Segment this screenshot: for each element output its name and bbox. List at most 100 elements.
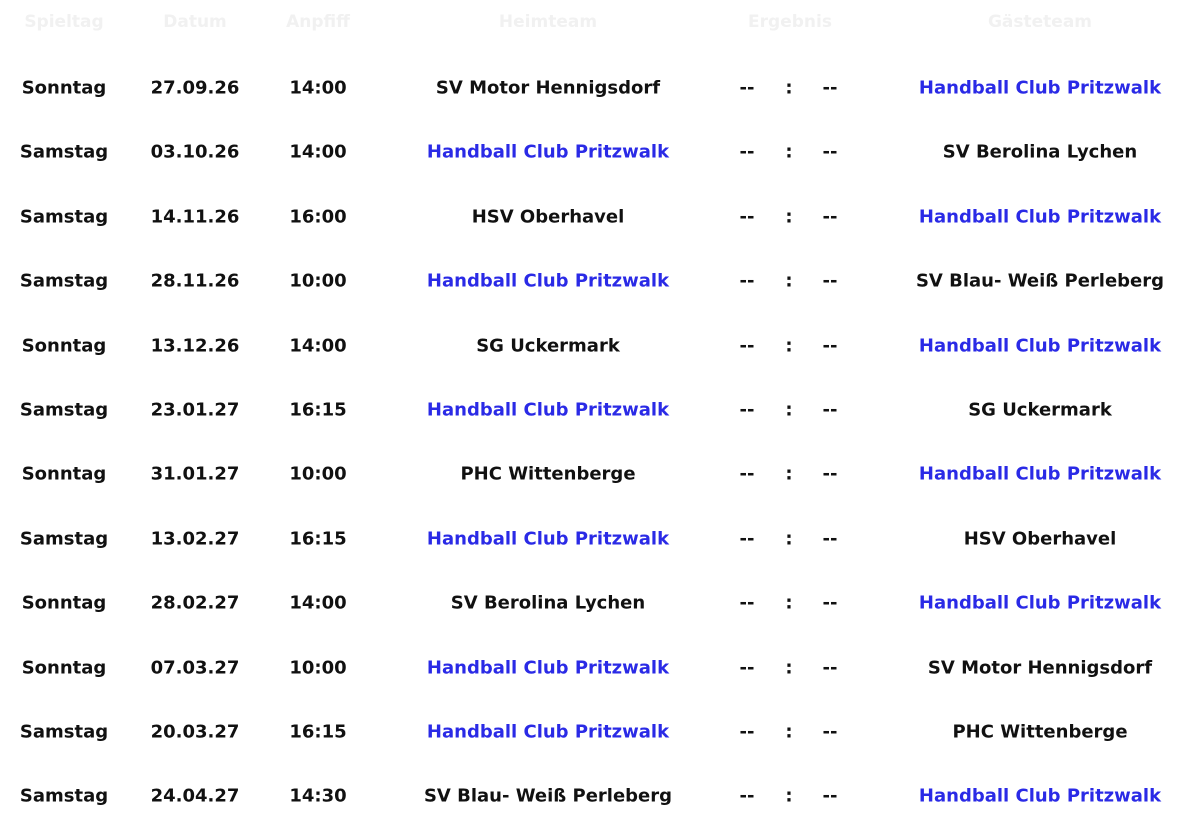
away-team: PHC Wittenberge <box>952 721 1128 743</box>
home-team: PHC Wittenberge <box>460 463 636 485</box>
score-separator: : <box>785 592 793 614</box>
away-score: -- <box>822 785 838 807</box>
home-score: -- <box>739 335 755 357</box>
away-team: Handball Club Pritzwalk <box>918 463 1162 485</box>
home-score: -- <box>739 592 755 614</box>
kickoff: 16:15 <box>289 721 347 743</box>
day: Sonntag <box>21 77 107 99</box>
header-date: Datum <box>163 12 227 32</box>
day: Samstag <box>19 528 109 550</box>
away-team: Handball Club Pritzwalk <box>918 77 1162 99</box>
home-score: -- <box>739 528 755 550</box>
score-separator: : <box>785 141 793 163</box>
day: Samstag <box>19 399 109 421</box>
score-separator: : <box>785 721 793 743</box>
day: Samstag <box>19 270 109 292</box>
home-score: -- <box>739 270 755 292</box>
kickoff: 10:00 <box>289 270 347 292</box>
away-score: -- <box>822 721 838 743</box>
header-home: Heimteam <box>498 12 598 32</box>
away-team: Handball Club Pritzwalk <box>918 785 1162 807</box>
home-score: -- <box>739 785 755 807</box>
score-separator: : <box>785 785 793 807</box>
header-result: Ergebnis <box>748 12 832 32</box>
day: Sonntag <box>21 335 107 357</box>
home-team: SV Berolina Lychen <box>450 592 646 614</box>
home-team: HSV Oberhavel <box>471 206 625 228</box>
day: Samstag <box>19 721 109 743</box>
kickoff: 14:30 <box>289 785 347 807</box>
date: 28.02.27 <box>150 592 240 614</box>
away-score: -- <box>822 657 838 679</box>
away-score: -- <box>822 399 838 421</box>
date: 20.03.27 <box>150 721 240 743</box>
day: Samstag <box>19 206 109 228</box>
away-score: -- <box>822 463 838 485</box>
score-separator: : <box>785 463 793 485</box>
home-score: -- <box>739 463 755 485</box>
away-team: SV Blau- Weiß Perleberg <box>915 270 1165 292</box>
home-team: Handball Club Pritzwalk <box>426 528 670 550</box>
home-team: Handball Club Pritzwalk <box>426 141 670 163</box>
kickoff: 16:15 <box>289 528 347 550</box>
day: Sonntag <box>21 592 107 614</box>
kickoff: 16:00 <box>289 206 347 228</box>
home-team: Handball Club Pritzwalk <box>426 399 670 421</box>
home-score: -- <box>739 721 755 743</box>
kickoff: 10:00 <box>289 463 347 485</box>
header-day: Spieltag <box>24 12 104 32</box>
score-separator: : <box>785 399 793 421</box>
date: 27.09.26 <box>150 77 240 99</box>
day: Samstag <box>19 785 109 807</box>
away-team: SV Motor Hennigsdorf <box>927 657 1153 679</box>
away-team: Handball Club Pritzwalk <box>918 592 1162 614</box>
away-team: HSV Oberhavel <box>963 528 1117 550</box>
away-team: Handball Club Pritzwalk <box>918 206 1162 228</box>
home-team: Handball Club Pritzwalk <box>426 657 670 679</box>
date: 14.11.26 <box>150 206 240 228</box>
kickoff: 14:00 <box>289 335 347 357</box>
date: 03.10.26 <box>150 141 240 163</box>
kickoff: 14:00 <box>289 592 347 614</box>
away-team: SG Uckermark <box>968 399 1112 421</box>
day: Sonntag <box>21 463 107 485</box>
kickoff: 16:15 <box>289 399 347 421</box>
away-score: -- <box>822 270 838 292</box>
day: Samstag <box>19 141 109 163</box>
home-score: -- <box>739 657 755 679</box>
away-score: -- <box>822 206 838 228</box>
home-score: -- <box>739 206 755 228</box>
kickoff: 14:00 <box>289 141 347 163</box>
away-team: Handball Club Pritzwalk <box>918 335 1162 357</box>
score-separator: : <box>785 657 793 679</box>
date: 07.03.27 <box>150 657 240 679</box>
header-time: Anpfiff <box>286 12 350 32</box>
away-score: -- <box>822 77 838 99</box>
date: 13.02.27 <box>150 528 240 550</box>
date: 28.11.26 <box>150 270 240 292</box>
kickoff: 10:00 <box>289 657 347 679</box>
score-separator: : <box>785 270 793 292</box>
away-team: SV Berolina Lychen <box>942 141 1138 163</box>
home-team: Handball Club Pritzwalk <box>426 721 670 743</box>
away-score: -- <box>822 592 838 614</box>
score-separator: : <box>785 206 793 228</box>
home-team: SV Blau- Weiß Perleberg <box>423 785 673 807</box>
date: 23.01.27 <box>150 399 240 421</box>
home-team: Handball Club Pritzwalk <box>426 270 670 292</box>
date: 13.12.26 <box>150 335 240 357</box>
home-team: SG Uckermark <box>476 335 620 357</box>
date: 24.04.27 <box>150 785 240 807</box>
away-score: -- <box>822 528 838 550</box>
score-separator: : <box>785 77 793 99</box>
header-away: Gästeteam <box>987 12 1093 32</box>
home-team: SV Motor Hennigsdorf <box>435 77 661 99</box>
score-separator: : <box>785 528 793 550</box>
home-score: -- <box>739 399 755 421</box>
home-score: -- <box>739 77 755 99</box>
kickoff: 14:00 <box>289 77 347 99</box>
date: 31.01.27 <box>150 463 240 485</box>
away-score: -- <box>822 141 838 163</box>
score-separator: : <box>785 335 793 357</box>
